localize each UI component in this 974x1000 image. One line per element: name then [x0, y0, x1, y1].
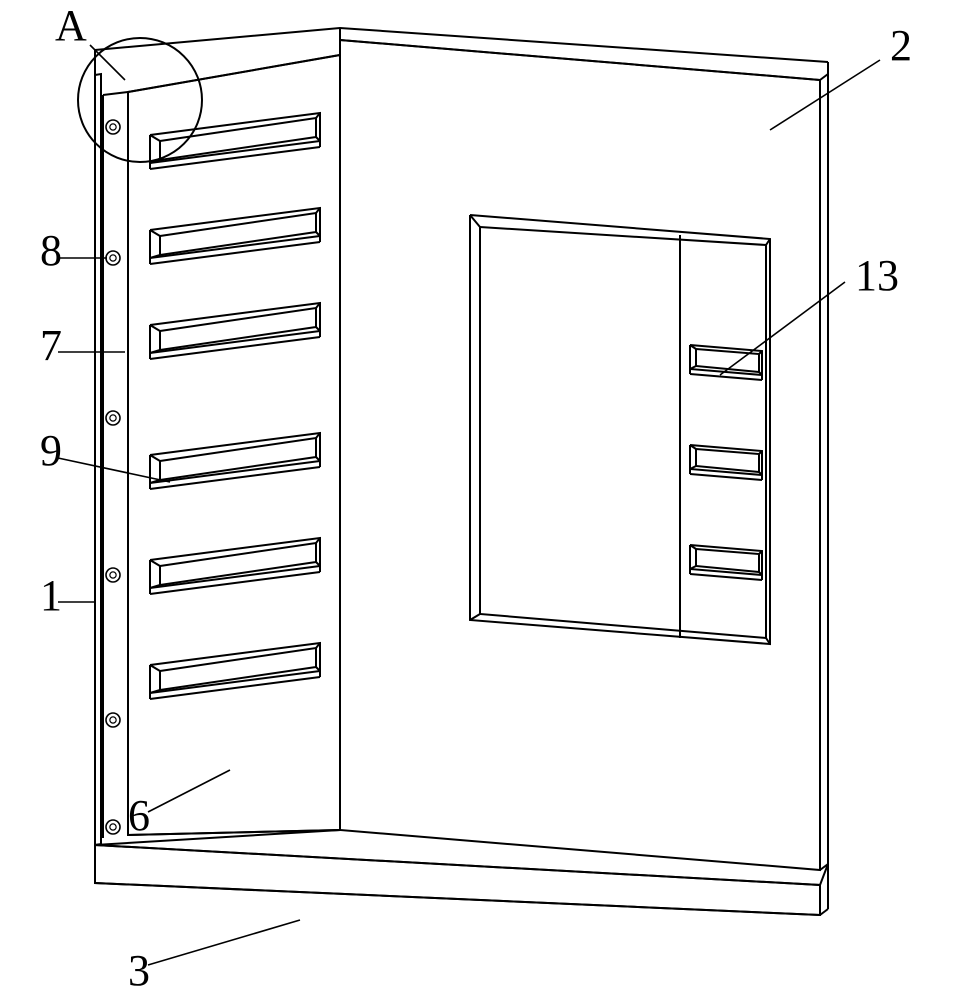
label-2: 2: [890, 21, 912, 70]
label-9: 9: [40, 426, 62, 475]
label-6: 6: [128, 791, 150, 840]
label-1: 1: [40, 571, 62, 620]
label-3: 3: [128, 946, 150, 995]
label-13: 13: [855, 251, 899, 300]
label-A: A: [55, 1, 87, 50]
label-7: 7: [40, 321, 62, 370]
label-8: 8: [40, 226, 62, 275]
